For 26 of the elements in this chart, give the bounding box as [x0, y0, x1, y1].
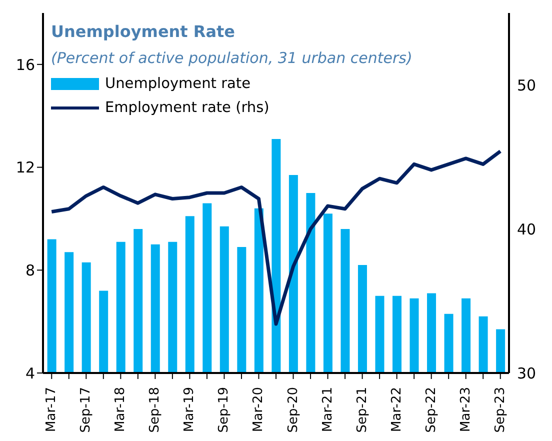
x-tick-label: Sep-19 — [216, 387, 232, 433]
line-series — [50, 149, 502, 326]
y2-tick-label: 40 — [517, 220, 536, 238]
x-tick-label: Sep-21 — [354, 387, 370, 433]
x-tick-label: Mar-18 — [113, 387, 128, 432]
y-tick-label: 8 — [25, 261, 35, 280]
text: Unemployment Rate — [51, 21, 236, 43]
x-tick-label: Mar-17 — [44, 387, 60, 432]
x-tick-label: Mar-20 — [251, 387, 266, 432]
x-tick-label: Sep-23 — [492, 387, 508, 433]
y2-tick-label: 50 — [517, 76, 536, 94]
x-tick-label: Mar-23 — [458, 387, 474, 432]
x-tick-label: Mar-19 — [182, 387, 198, 432]
text: (Percent of active population, 31 urban centers) — [51, 48, 412, 69]
x-tick-label: Sep-20 — [286, 387, 301, 433]
legend-label: Employment rate (rhs) — [105, 100, 270, 116]
y-tick-label: 4 — [25, 364, 35, 382]
x-tick-label: Sep-22 — [424, 387, 439, 433]
x-tick-label: Mar-22 — [389, 387, 404, 432]
y2-tick-label: 30 — [517, 364, 536, 382]
legend-label: Unemployment rate — [105, 76, 251, 92]
y-tick-label: 16 — [16, 56, 35, 74]
x-tick-label: Mar-21 — [320, 387, 336, 432]
x-tick-label: Sep-18 — [148, 387, 163, 433]
x-tick-label: Sep-17 — [78, 387, 94, 433]
y-tick-label: 12 — [16, 158, 35, 177]
